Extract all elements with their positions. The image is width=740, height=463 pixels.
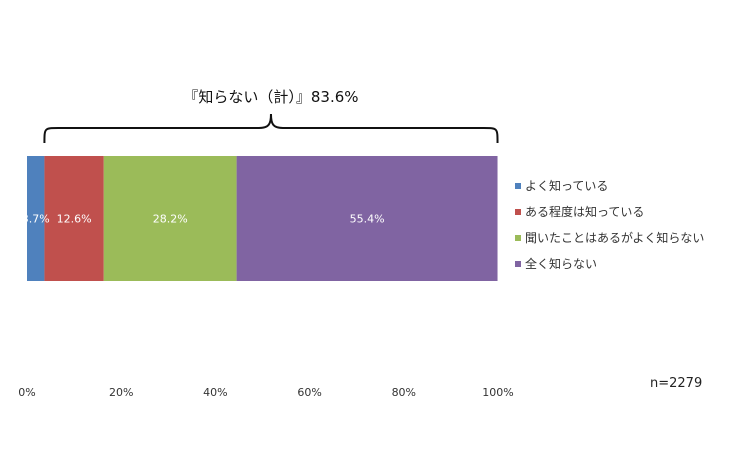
x-tick-label: 60% <box>297 386 321 399</box>
legend-swatch-3 <box>515 235 521 241</box>
brace-shape <box>43 113 499 144</box>
legend-swatch-4 <box>515 261 521 267</box>
legend-swatch-1 <box>515 183 521 189</box>
x-tick-label: 40% <box>203 386 227 399</box>
data-label-1: 3.7% <box>22 213 50 226</box>
brace-annotation-label: 『知らない（計）』83.6% <box>183 88 358 106</box>
sample-size-label: n=2279 <box>650 376 702 391</box>
legend-label-1: よく知っている <box>525 179 608 193</box>
bar-segments <box>27 156 498 281</box>
data-label-3: 28.2% <box>153 213 188 226</box>
data-label-2: 12.6% <box>57 213 92 226</box>
data-label-4: 55.4% <box>350 213 385 226</box>
bar-segment-3 <box>103 156 237 281</box>
bar-segment-4 <box>236 156 498 281</box>
brace-annotation: 『知らない（計）』83.6% <box>43 88 499 144</box>
bar-segment-1 <box>27 156 45 281</box>
legend-label-2: ある程度は知っている <box>525 204 644 219</box>
legend-label-3: 聞いたことはあるがよく知らない <box>525 230 704 245</box>
x-tick-label: 80% <box>392 386 416 399</box>
legend-label-4: 全く知らない <box>525 256 597 271</box>
x-axis-ticks: 0% 20% 40% 60% 80% 100% <box>18 386 513 399</box>
legend-swatch-2 <box>515 209 521 215</box>
bar-segment-2 <box>44 156 104 281</box>
x-tick-label: 0% <box>18 386 35 399</box>
x-tick-label: 100% <box>482 386 513 399</box>
x-tick-label: 20% <box>109 386 133 399</box>
segment-data-labels: 3.7% 12.6% 28.2% 55.4% <box>22 213 385 226</box>
